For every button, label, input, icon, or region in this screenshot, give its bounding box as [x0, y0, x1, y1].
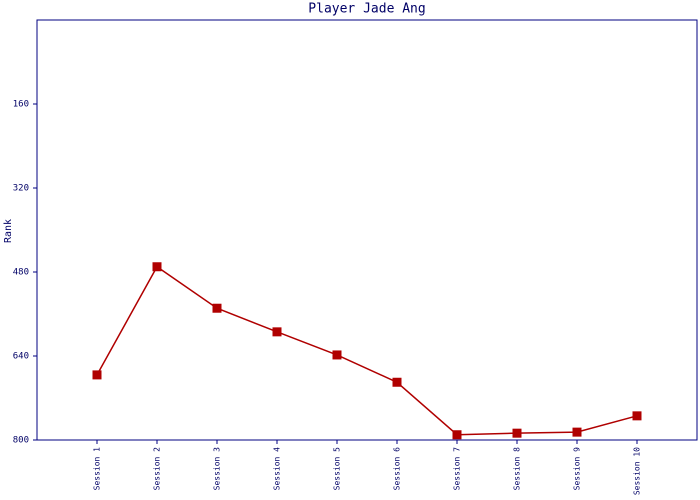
- x-tick-label: Session 7: [453, 447, 462, 491]
- marker: [452, 430, 462, 440]
- x-tick-label: Session 1: [93, 447, 102, 491]
- x-tick-label: Session 10: [633, 447, 642, 495]
- x-tick-label: Session 8: [513, 447, 522, 491]
- x-tick-label: Session 3: [213, 447, 222, 491]
- marker: [632, 411, 642, 421]
- x-tick-label: Session 6: [393, 447, 402, 491]
- y-tick-label: 160: [13, 100, 29, 110]
- y-tick-label: 640: [13, 352, 29, 362]
- x-tick-label: Session 5: [333, 447, 342, 491]
- y-tick-label: 320: [13, 184, 29, 194]
- marker: [392, 377, 402, 387]
- marker: [272, 327, 282, 337]
- chart-title: Player Jade Ang: [308, 2, 425, 17]
- marker: [212, 303, 222, 313]
- x-tick-label: Session 9: [573, 447, 582, 491]
- marker: [332, 350, 342, 360]
- y-tick-label: 480: [13, 268, 29, 278]
- plot-frame: [36, 19, 698, 441]
- marker: [152, 262, 162, 272]
- marker: [572, 427, 582, 437]
- y-tick-label: 800: [13, 436, 29, 446]
- marker: [512, 428, 522, 438]
- y-axis-label: Rank: [3, 219, 14, 243]
- marker: [92, 370, 102, 380]
- x-tick-label: Session 2: [153, 447, 162, 491]
- x-tick-label: Session 4: [273, 447, 282, 491]
- line: [96, 265, 638, 436]
